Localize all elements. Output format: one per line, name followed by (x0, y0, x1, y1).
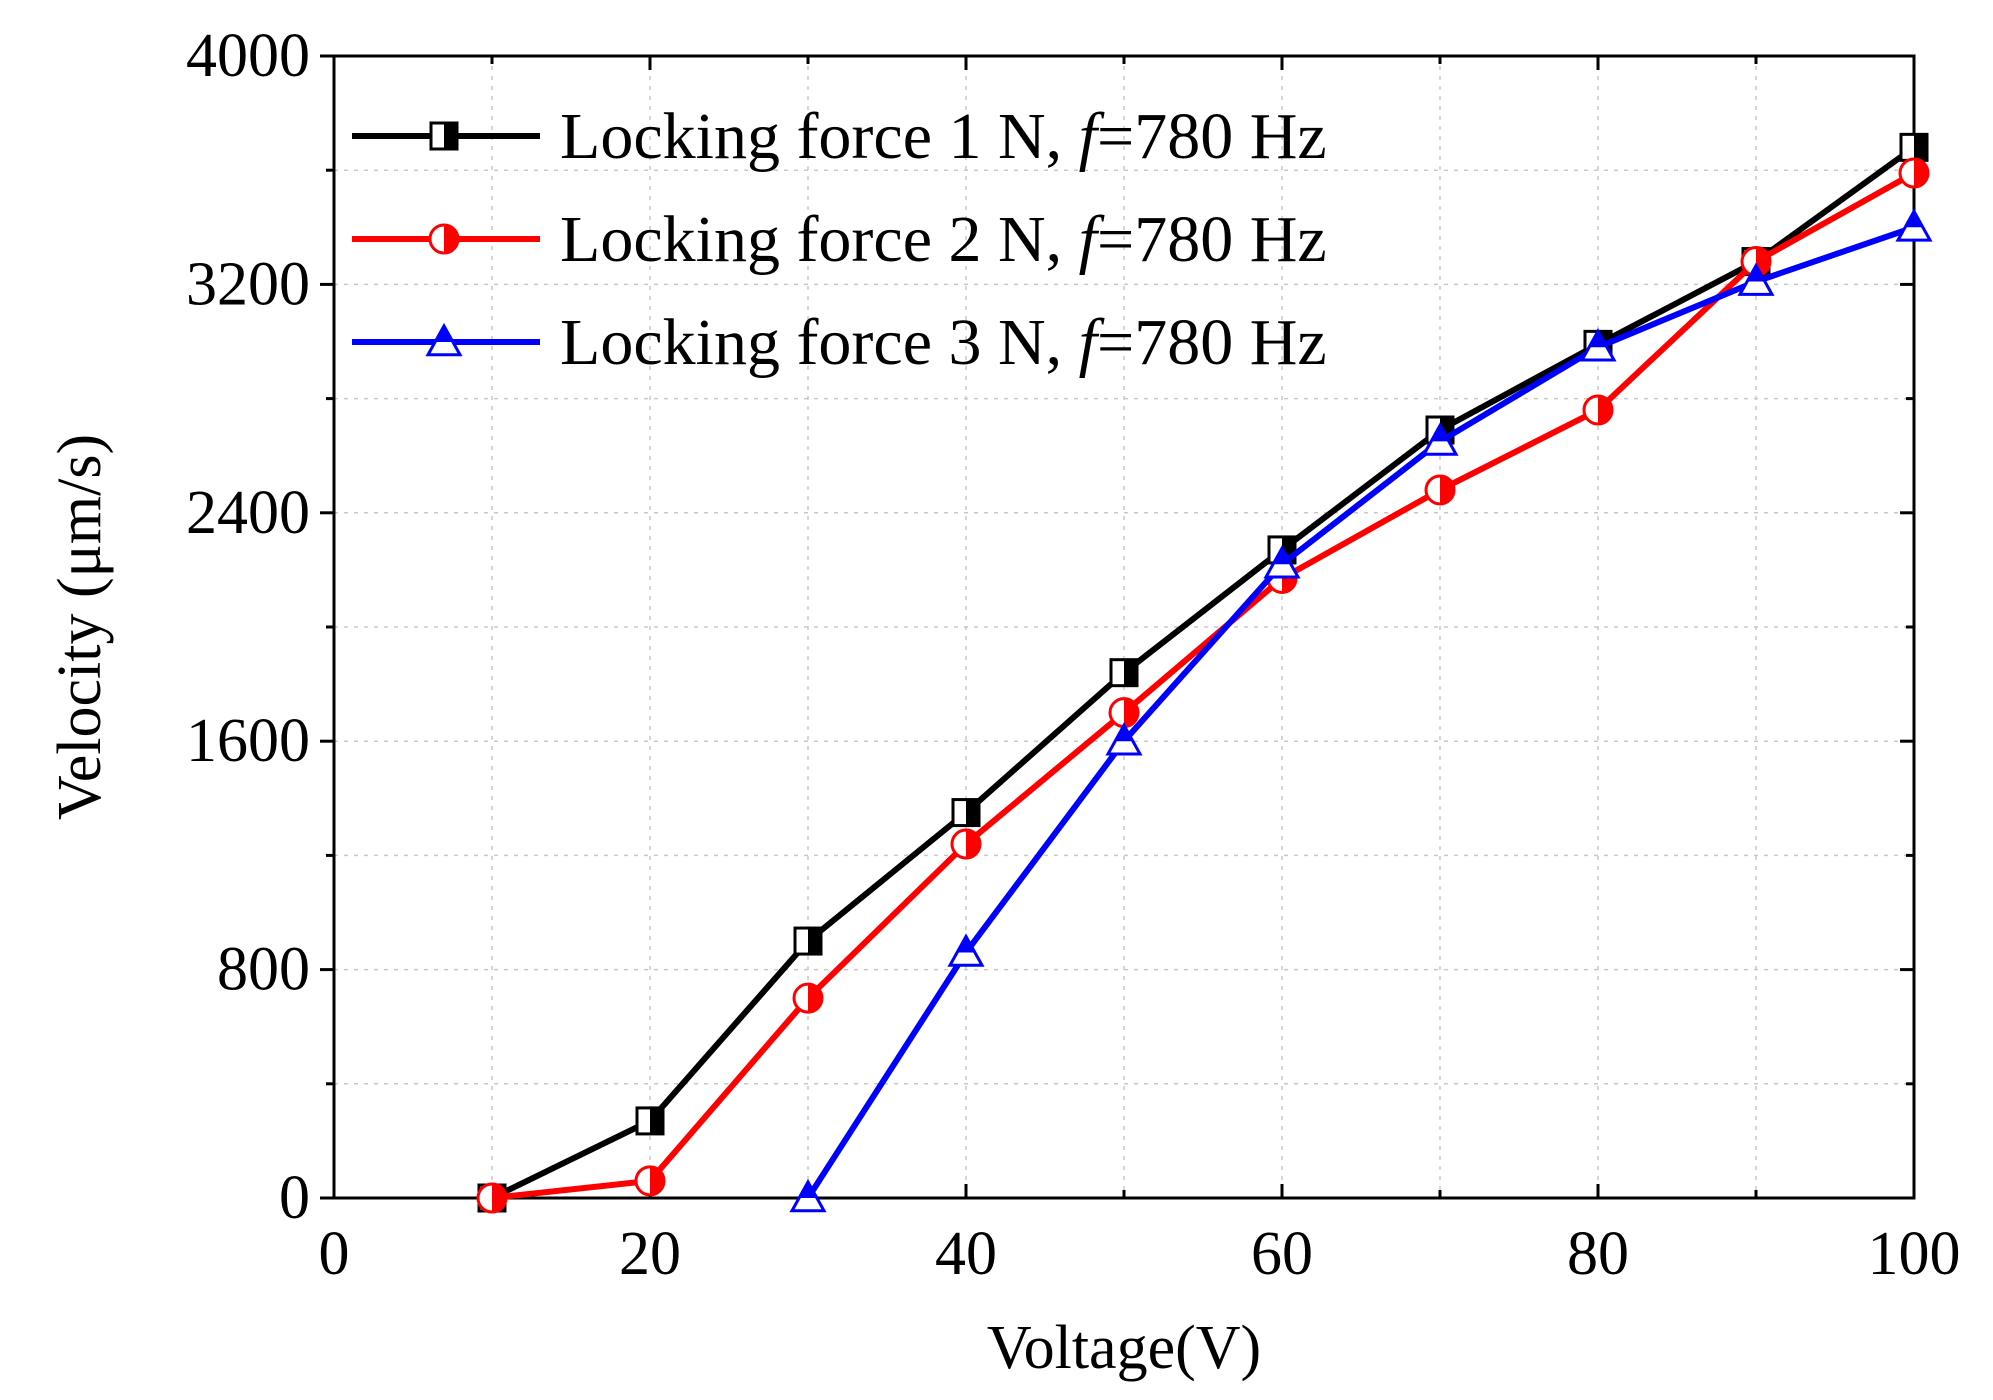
legend-label: Locking force 3 N, f=780 Hz (560, 306, 1327, 379)
series-line (805, 224, 1915, 1200)
legend-entry: Locking force 2 N, f=780 Hz (352, 203, 1327, 276)
legend-label-suffix: =780 Hz (1097, 203, 1327, 276)
data-point (1579, 328, 1617, 362)
data-point (1424, 474, 1456, 506)
data-point (947, 933, 985, 967)
data-point (1898, 157, 1930, 189)
data-point (950, 828, 982, 860)
data-point (476, 1182, 508, 1214)
marker-fill (966, 799, 979, 826)
legend-label-prefix: Locking force 3 N, (560, 306, 1079, 379)
x-tick-label: 80 (1567, 1220, 1629, 1288)
data-point (1263, 545, 1301, 579)
data-point (1737, 262, 1775, 296)
marker-fill (1115, 725, 1133, 742)
data-point (1895, 208, 1933, 242)
grid-lines (334, 56, 1914, 1198)
y-tick-label: 4000 (186, 22, 310, 90)
series-2 (476, 157, 1930, 1214)
data-point (1105, 722, 1143, 756)
y-tick-label: 3200 (186, 250, 310, 318)
legend-marker (425, 322, 463, 357)
x-axis-label: Voltage(V) (987, 1314, 1261, 1382)
y-tick-label: 800 (217, 936, 310, 1004)
x-tick-label: 20 (619, 1220, 681, 1288)
legend-entry: Locking force 1 N, f=780 Hz (352, 100, 1327, 173)
x-tick-label: 60 (1251, 1220, 1313, 1288)
data-point (1582, 394, 1614, 426)
series-line (490, 144, 1916, 1201)
marker-fill (1914, 134, 1927, 161)
marker-fill (808, 984, 822, 1013)
data-point (634, 1165, 666, 1197)
data-point (1740, 246, 1772, 278)
data-point (1109, 658, 1139, 688)
marker-fill (492, 1184, 506, 1212)
legend-label: Locking force 1 N, f=780 Hz (560, 100, 1327, 173)
marker-fill (808, 928, 821, 955)
y-tick-label: 2400 (186, 479, 310, 547)
data-point (793, 926, 823, 956)
series-lines (476, 132, 1933, 1214)
data-point (789, 1178, 827, 1213)
y-axis-label: Velocity (μm/s) (46, 434, 114, 820)
legend-marker (429, 121, 459, 151)
marker-fill (1905, 211, 1923, 228)
marker-fill (1756, 247, 1770, 276)
marker-fill (957, 936, 975, 953)
marker-fill (1914, 159, 1928, 188)
series-1 (477, 132, 1929, 1213)
legend-label-suffix: =780 Hz (1097, 100, 1327, 173)
marker-fill (1273, 548, 1291, 565)
x-tick-label: 0 (319, 1220, 350, 1288)
x-tick-label: 100 (1868, 1220, 1961, 1288)
series-line (491, 170, 1916, 1201)
marker-fill (444, 123, 457, 149)
data-point (951, 798, 981, 828)
legend-label-suffix: =780 Hz (1097, 306, 1327, 379)
legend-marker (428, 223, 460, 255)
series-3 (789, 208, 1933, 1213)
legend-label: Locking force 2 N, f=780 Hz (560, 203, 1327, 276)
data-point (792, 982, 824, 1014)
marker-fill (1589, 331, 1607, 348)
marker-fill (966, 829, 980, 858)
marker-fill (1440, 475, 1454, 504)
y-tick-label: 0 (279, 1164, 310, 1232)
marker-fill (444, 225, 458, 253)
x-tick-label: 40 (935, 1220, 997, 1288)
marker-fill (1598, 396, 1612, 425)
legend-label-prefix: Locking force 1 N, (560, 100, 1079, 173)
legend-label-prefix: Locking force 2 N, (560, 203, 1079, 276)
marker-fill (650, 1166, 664, 1195)
marker-fill (799, 1182, 817, 1198)
data-point (1421, 422, 1459, 456)
marker-fill (435, 326, 453, 342)
axis-ticks: 0 20 40 60 80 100 0 800 1600 2400 3200 4000 (186, 22, 1961, 1288)
marker-fill (1124, 698, 1138, 727)
data-point (1899, 132, 1929, 162)
marker-fill (1747, 265, 1765, 282)
legend-entry: Locking force 3 N, f=780 Hz (352, 306, 1327, 379)
marker-fill (1124, 659, 1137, 686)
data-point (635, 1106, 665, 1136)
y-tick-label: 1600 (186, 707, 310, 775)
marker-fill (650, 1107, 663, 1134)
marker-fill (1431, 425, 1449, 442)
